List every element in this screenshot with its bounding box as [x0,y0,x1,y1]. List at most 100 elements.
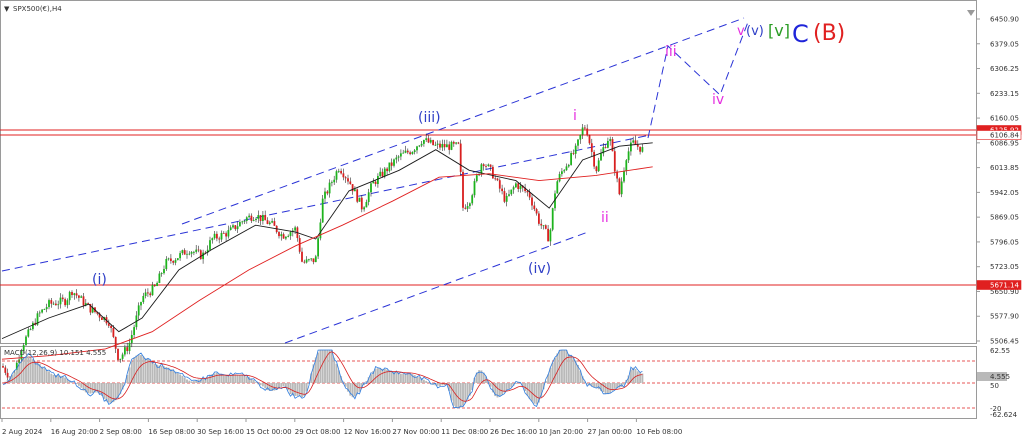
candle-up [57,304,60,306]
trend-channels [1,17,745,344]
candle-up [567,164,570,167]
candle-down [526,191,529,193]
main-panel-frame [0,0,977,344]
candle-down [55,303,57,306]
candle-down [464,207,467,209]
price-tick-label: 6306.25 [990,65,1019,73]
candle-up [436,143,439,145]
candle-up [565,166,568,171]
candle-up [241,221,244,223]
price-tick-label: 6379.05 [990,40,1019,48]
symbol-marker[interactable]: ▼ [4,5,10,13]
macd-tick-label: 50 [990,382,999,390]
candle-up [156,282,158,287]
macd-main-line [2,349,643,409]
candle-up [252,220,255,221]
candle-up [133,327,135,335]
candle-down [349,181,352,185]
candle-up [27,329,30,337]
time-tick-label: 16 Aug 20:00 [51,428,98,436]
candle-up [549,229,552,242]
candle-up [43,309,46,310]
candle-down [259,215,262,221]
macd-value-tag-box [977,372,1007,381]
candle-up [174,260,177,263]
candle-up [354,189,356,192]
candle-down [482,164,485,167]
candle-down [87,303,89,305]
price-tick-label: 5869.05 [990,214,1019,222]
wave-label-v-minor: v [737,24,745,39]
candle-down [547,228,549,242]
candle-down [517,183,520,190]
candle-down [584,127,586,129]
candle-down [71,292,73,296]
time-tick-label: 26 Dec 16:00 [490,428,537,436]
candle-up [600,153,602,161]
candle-up [181,250,184,254]
time-tick-label: 10 Feb 08:00 [636,428,682,436]
price-tick-label: 5796.05 [990,238,1019,246]
candle-up [577,139,579,146]
candle-down [494,178,497,180]
candle-up [625,160,628,172]
candle-down [101,317,103,320]
candle-down [492,166,494,179]
candle-up [413,150,416,152]
candle-up [641,147,644,152]
candle-down [301,251,303,262]
candle-up [450,141,453,150]
candle-down [489,164,492,167]
candle-down [360,197,363,210]
chart-shift-icon[interactable] [966,2,976,16]
moving-averages [1,142,653,360]
candle-up [469,203,471,207]
candle-up [268,222,271,224]
candle-up [434,144,437,146]
wave-projection [647,21,749,139]
candle-down [443,143,446,148]
candle-down [618,178,621,195]
candle-up [38,312,41,314]
candle-up [176,258,179,261]
candle-down [4,367,7,373]
candle-up [627,151,630,161]
candle-up [510,189,513,195]
candle-up [305,259,308,263]
candle-up [623,171,625,182]
macd-tick-label: 62.55 [990,347,1010,355]
candle-down [501,188,503,192]
candle-up [597,160,600,172]
candle-up [119,358,122,360]
candle-up [423,140,425,144]
candle-up [602,147,605,154]
candle-down [535,209,538,214]
candle-up [455,142,457,144]
time-tick-label: 30 Sep 16:00 [197,428,244,436]
candle-down [381,171,384,177]
candlesticks [2,124,644,382]
candle-up [121,354,124,359]
candle-up [271,221,273,223]
candle-up [124,347,126,355]
candle-up [142,295,145,303]
candle-up [466,206,469,209]
candle-up [337,170,340,172]
candle-up [257,215,260,219]
candle-up [404,150,407,153]
wave-label-i-intermediate: (i) [92,272,107,288]
candle-down [604,147,607,148]
candle-up [248,215,250,218]
candle-down [616,171,618,179]
candle-down [406,150,409,153]
candle-down [264,215,267,221]
candle-up [328,182,331,194]
candle-down [126,347,129,352]
price-tick-label: 6233.15 [990,90,1019,98]
candle-up [508,194,510,196]
candle-down [2,366,4,368]
candle-up [160,273,163,274]
candle-up [372,181,375,184]
wave-label-i-minor: i [573,108,577,124]
